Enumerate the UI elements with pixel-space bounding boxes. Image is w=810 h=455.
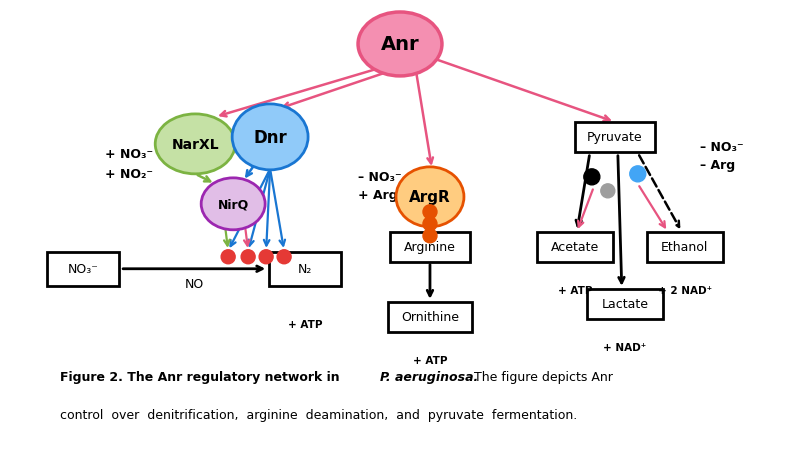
Text: Ethanol: Ethanol: [661, 241, 709, 254]
Text: Figure 2. The Anr regulatory network in: Figure 2. The Anr regulatory network in: [60, 370, 344, 384]
Bar: [586, 289, 663, 319]
Text: Ornithine: Ornithine: [401, 310, 459, 324]
Text: + ATP: + ATP: [288, 319, 322, 329]
Bar: [575, 122, 654, 152]
Text: Anr: Anr: [381, 35, 420, 54]
Text: Arginine: Arginine: [404, 241, 456, 254]
Bar: [388, 302, 472, 332]
Circle shape: [423, 205, 437, 219]
Text: Acetate: Acetate: [551, 241, 599, 254]
Circle shape: [630, 167, 646, 182]
Bar: [537, 233, 613, 262]
Bar: [269, 252, 341, 286]
Text: control  over  denitrification,  arginine  deamination,  and  pyruvate  fermenta: control over denitrification, arginine d…: [60, 409, 578, 421]
Ellipse shape: [396, 167, 464, 228]
Text: NO: NO: [185, 278, 204, 291]
Circle shape: [241, 250, 255, 264]
Text: + NO₃⁻: + NO₃⁻: [105, 148, 153, 161]
Ellipse shape: [358, 13, 442, 77]
Text: ArgR: ArgR: [409, 190, 451, 205]
Text: – Arg: – Arg: [700, 159, 735, 172]
Circle shape: [423, 217, 437, 231]
Text: N₂: N₂: [298, 263, 313, 276]
Text: NirQ: NirQ: [218, 198, 249, 211]
Text: NO₃⁻: NO₃⁻: [68, 263, 99, 276]
Bar: [646, 233, 723, 262]
Text: Dnr: Dnr: [254, 129, 287, 147]
Circle shape: [277, 250, 291, 264]
Text: – NO₃⁻: – NO₃⁻: [358, 171, 402, 184]
Text: + 2 NAD⁺: + 2 NAD⁺: [658, 285, 712, 295]
Ellipse shape: [156, 115, 235, 174]
Text: + ATP: + ATP: [557, 285, 592, 295]
Circle shape: [259, 250, 273, 264]
Text: + NO₂⁻: + NO₂⁻: [105, 168, 153, 181]
Text: + Arg: + Arg: [358, 189, 398, 202]
Ellipse shape: [201, 178, 265, 230]
Text: Pyruvate: Pyruvate: [587, 131, 642, 144]
Ellipse shape: [232, 105, 308, 171]
Text: + NAD⁺: + NAD⁺: [603, 342, 646, 352]
Circle shape: [221, 250, 235, 264]
Bar: [390, 233, 470, 262]
Circle shape: [584, 169, 600, 186]
Text: P. aeruginosa.: P. aeruginosa.: [380, 370, 478, 384]
Circle shape: [601, 184, 615, 198]
Circle shape: [423, 229, 437, 243]
Text: The figure depicts Anr: The figure depicts Anr: [470, 370, 613, 384]
Text: Lactate: Lactate: [601, 298, 648, 311]
Bar: [47, 252, 119, 286]
Text: + ATP: + ATP: [413, 355, 447, 365]
Text: – NO₃⁻: – NO₃⁻: [700, 141, 744, 154]
Text: NarXL: NarXL: [172, 137, 219, 152]
